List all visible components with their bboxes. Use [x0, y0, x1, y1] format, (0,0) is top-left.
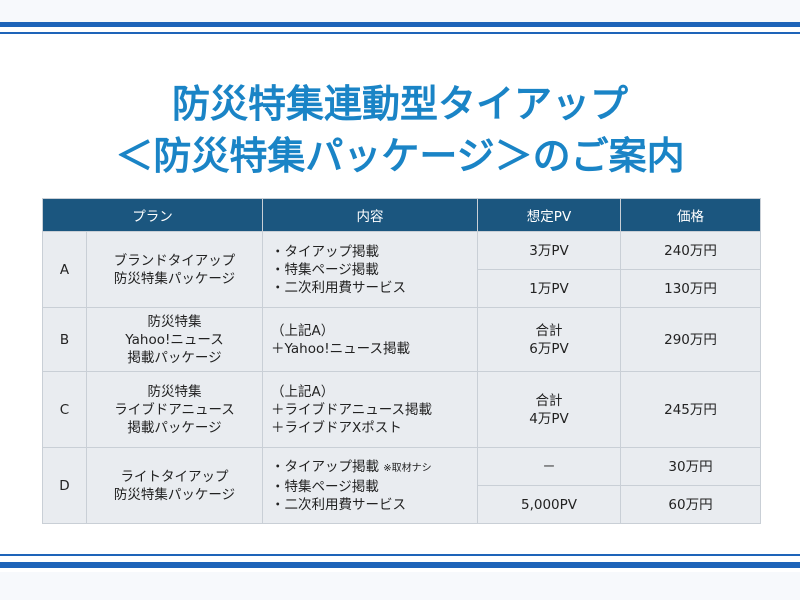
price-a-option-1: 240万円	[620, 231, 761, 270]
content-line: ・タイアップ掲載 ※取材ナシ	[271, 458, 473, 478]
pv-line: 合計	[535, 322, 563, 339]
pv-d-option-1: －	[477, 447, 621, 486]
pv-line: 6万PV	[529, 340, 569, 357]
content-line: （上記A）	[271, 322, 335, 339]
content-line: ＋Yahoo!ニュース掲載	[271, 340, 410, 357]
price-b: 290万円	[620, 307, 761, 372]
plan-content-b: （上記A） ＋Yahoo!ニュース掲載	[262, 307, 478, 372]
plan-name-line: 防災特集パッケージ	[113, 486, 236, 503]
pricing-table: プラン 内容 想定PV 価格 A ブランドタイアップ 防災特集パッケージ ・タイ…	[42, 198, 761, 524]
header-price: 価格	[620, 198, 761, 232]
header-plan: プラン	[42, 198, 263, 232]
bottom-rule-thin	[0, 554, 800, 556]
header-pv: 想定PV	[477, 198, 621, 232]
content-line: ＋ライブドアXポスト	[271, 419, 402, 436]
plan-name-line: ライブドアニュース	[114, 401, 235, 418]
price-d-option-2: 60万円	[620, 485, 761, 524]
pv-a-option-2: 1万PV	[477, 269, 621, 308]
plan-name-line: Yahoo!ニュース	[125, 331, 224, 348]
plan-name-b: 防災特集 Yahoo!ニュース 掲載パッケージ	[86, 307, 263, 372]
content-line: （上記A）	[271, 383, 335, 400]
plan-name-line: 防災特集	[147, 383, 202, 400]
price-d-option-1: 30万円	[620, 447, 761, 486]
top-rule-thick	[0, 22, 800, 27]
bottom-band	[0, 572, 800, 600]
content-line: ・特集ページ掲載	[271, 261, 379, 278]
table-row: D ライトタイアップ 防災特集パッケージ ・タイアップ掲載 ※取材ナシ ・特集ペ…	[42, 447, 761, 524]
plan-id-b: B	[42, 307, 87, 372]
plan-content-c: （上記A） ＋ライブドアニュース掲載 ＋ライブドアXポスト	[262, 371, 478, 448]
price-c: 245万円	[620, 371, 761, 448]
title-line-2: ＜防災特集パッケージ＞のご案内	[115, 134, 685, 178]
content-text: ・タイアップ掲載	[271, 458, 379, 475]
plan-name-line: ブランドタイアップ	[113, 252, 236, 269]
table-row: C 防災特集 ライブドアニュース 掲載パッケージ （上記A） ＋ライブドアニュー…	[42, 371, 761, 448]
content-note: ※取材ナシ	[383, 462, 432, 474]
content-line: ・二次利用費サービス	[271, 279, 406, 296]
title-line-1: 防災特集連動型タイアップ	[171, 82, 628, 126]
plan-name-c: 防災特集 ライブドアニュース 掲載パッケージ	[86, 371, 263, 448]
top-band	[0, 0, 800, 22]
table-row: 1万PV 130万円	[43, 269, 761, 308]
plan-id-c: C	[42, 371, 87, 448]
plan-name-line: 掲載パッケージ	[127, 349, 222, 366]
pv-d-option-2: 5,000PV	[477, 485, 621, 524]
header-content: 内容	[262, 198, 478, 232]
table-row: A ブランドタイアップ 防災特集パッケージ ・タイアップ掲載 ・特集ページ掲載 …	[42, 231, 761, 308]
price-a-option-2: 130万円	[620, 269, 761, 308]
pv-c: 合計 4万PV	[477, 371, 621, 448]
pv-line: 4万PV	[529, 410, 569, 427]
page-title: 防災特集連動型タイアップ ＜防災特集パッケージ＞のご案内	[0, 78, 800, 182]
table-header-row: プラン 内容 想定PV 価格	[42, 198, 761, 232]
plan-name-d: ライトタイアップ 防災特集パッケージ	[86, 447, 263, 524]
plan-id-a: A	[42, 231, 87, 308]
plan-name-line: 防災特集	[147, 313, 202, 330]
content-line: ・二次利用費サービス	[271, 496, 406, 513]
bottom-rule-thick	[0, 562, 800, 568]
plan-name-line: 掲載パッケージ	[127, 419, 222, 436]
table-row: 5,000PV 60万円	[43, 485, 761, 524]
plan-name-line: ライトタイアップ	[120, 468, 229, 485]
plan-content-d: ・タイアップ掲載 ※取材ナシ ・特集ページ掲載 ・二次利用費サービス	[262, 447, 478, 524]
content-line: ・タイアップ掲載	[271, 243, 379, 260]
content-line: ・特集ページ掲載	[271, 478, 379, 495]
table-row: B 防災特集 Yahoo!ニュース 掲載パッケージ （上記A） ＋Yahoo!ニ…	[42, 307, 761, 372]
plan-name-line: 防災特集パッケージ	[113, 270, 236, 287]
top-rule-thin	[0, 32, 800, 34]
pv-a-option-1: 3万PV	[477, 231, 621, 270]
pv-line: 合計	[535, 392, 563, 409]
plan-name-a: ブランドタイアップ 防災特集パッケージ	[86, 231, 263, 308]
plan-content-a: ・タイアップ掲載 ・特集ページ掲載 ・二次利用費サービス	[262, 231, 478, 308]
plan-id-d: D	[42, 447, 87, 524]
content-line: ＋ライブドアニュース掲載	[271, 401, 433, 418]
pv-b: 合計 6万PV	[477, 307, 621, 372]
